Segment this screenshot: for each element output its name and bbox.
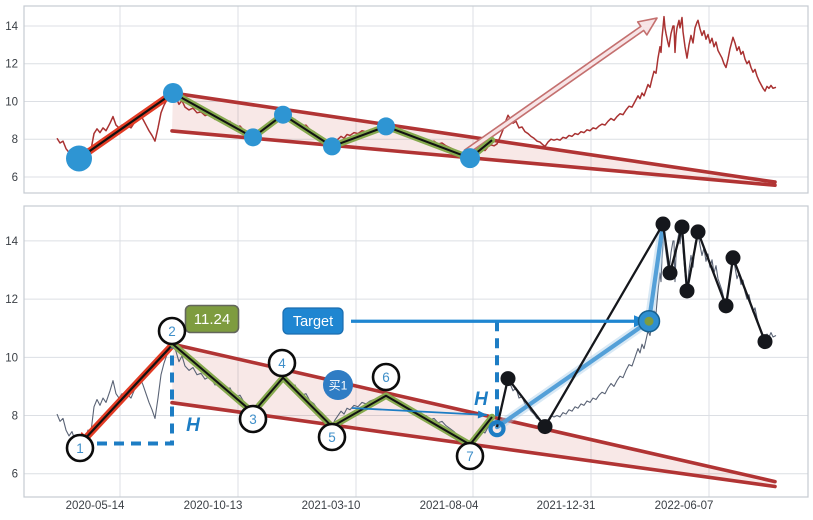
bottom-y-tick-label: 14 [5, 236, 18, 248]
buy-signal-marker [323, 370, 353, 400]
pivot-dot [163, 82, 183, 103]
pivot-dot [274, 105, 292, 124]
bottom-y-tick-label: 6 [12, 469, 18, 481]
pivot-dot [323, 137, 341, 156]
pivot-number-circle [317, 422, 347, 452]
swing-dot [662, 265, 678, 281]
bottom-y-tick-label: 8 [12, 411, 18, 423]
pivot-number-circle [455, 441, 485, 471]
pivot-number-text: 2 [168, 324, 176, 339]
pivot-dot [460, 148, 480, 169]
x-tick-label: 2021-12-31 [537, 500, 596, 512]
top-y-tick-label: 6 [12, 172, 18, 184]
top-panel-background [24, 6, 808, 193]
pivot-number-text: 1 [76, 441, 84, 456]
pivot-number-circle [267, 348, 297, 378]
height-measure-label: H [186, 415, 201, 436]
measured-target-value-box [184, 304, 240, 334]
measured-target-value-text: 11.24 [194, 311, 230, 328]
pivot-number-circle [371, 362, 401, 392]
top-y-tick-label: 14 [5, 21, 18, 33]
swing-dot [655, 216, 671, 232]
pivot-dot [377, 117, 395, 136]
pivot-dot [244, 128, 262, 147]
target-label-text: Target [293, 314, 333, 330]
swing-dot [679, 283, 695, 299]
pivot-number-circle [65, 433, 95, 463]
swing-dot [757, 334, 773, 350]
bottom-panel-background [24, 206, 808, 497]
top-impulse-core-line [77, 91, 175, 160]
target-hit-marker-inner [644, 316, 654, 326]
entry-hint-arrowhead [477, 410, 487, 419]
pivot-number-circle [238, 404, 268, 434]
bottom-y-tick-label: 10 [5, 352, 18, 364]
x-tick-label: 2021-03-10 [302, 500, 361, 512]
target-label-box [282, 307, 344, 335]
x-tick-label: 2020-10-13 [184, 500, 243, 512]
breakout-ring-marker [488, 420, 506, 438]
height-measure-dashed-line [80, 347, 174, 446]
pivot-number-text: 6 [382, 370, 390, 385]
swing-dot [500, 371, 516, 387]
bottom-impulse-core-line [77, 343, 175, 447]
pivot-number-circle [157, 316, 187, 346]
pivot-dot [66, 145, 92, 172]
x-tick-label: 2020-05-14 [66, 500, 125, 512]
top-panel-border [23, 5, 809, 194]
bottom-y-tick-label: 12 [5, 294, 18, 306]
swing-dot [718, 298, 734, 314]
height-measure-label: H [474, 389, 489, 410]
pivot-number-text: 7 [466, 449, 474, 464]
x-tick-label: 2021-08-04 [420, 500, 479, 512]
pivot-number-text: 3 [249, 412, 257, 427]
top-y-tick-label: 8 [12, 134, 18, 146]
bottom-panel-border [23, 205, 809, 498]
entry-hint-line [351, 407, 488, 416]
swing-dot [690, 224, 706, 240]
swing-dot [537, 419, 553, 435]
pivot-number-text: 4 [278, 356, 286, 371]
top-y-tick-label: 10 [5, 96, 18, 108]
swing-dot [725, 250, 741, 266]
buy-signal-text: 买1 [329, 379, 348, 393]
x-tick-label: 2022-06-07 [655, 500, 714, 512]
top-y-tick-label: 12 [5, 59, 18, 71]
top-upper-trendline [171, 91, 777, 184]
breakout-projection-arrow [463, 17, 658, 155]
pivot-number-text: 5 [328, 430, 336, 445]
swing-dot [674, 219, 690, 235]
